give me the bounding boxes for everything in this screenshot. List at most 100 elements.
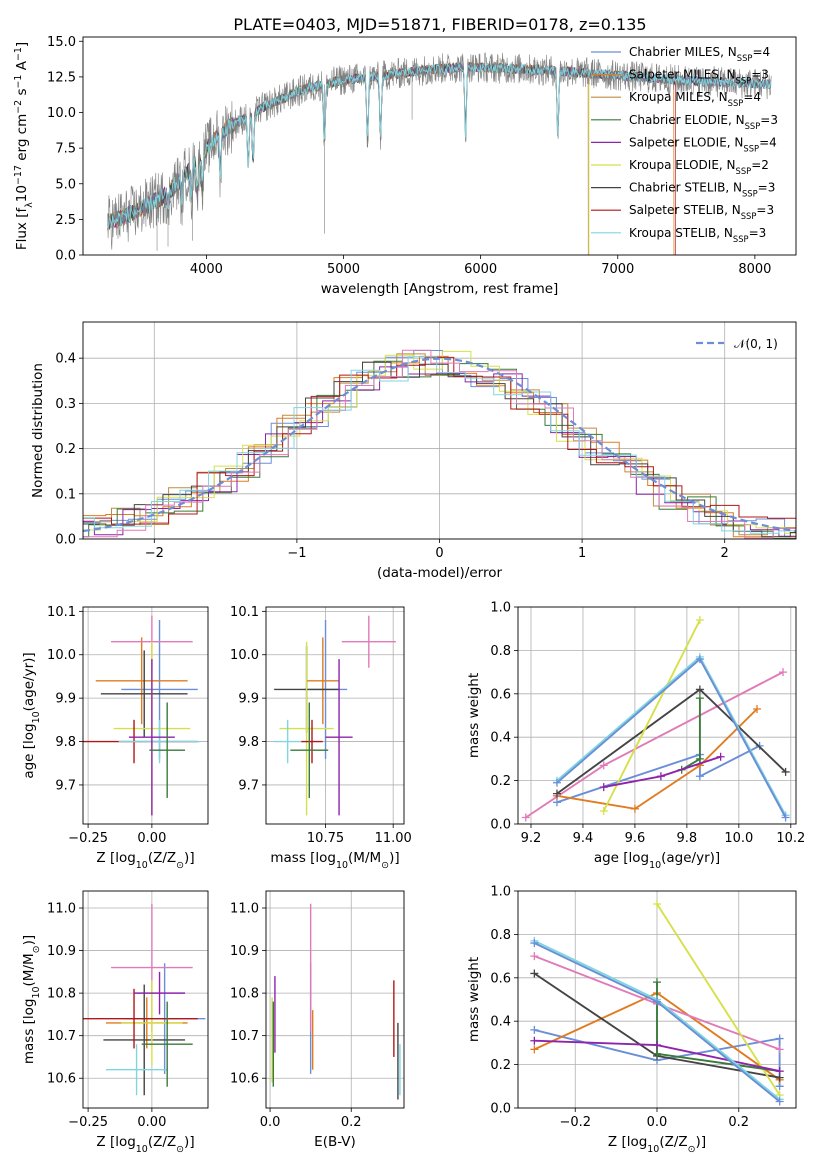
y-tick-label: 10.0 xyxy=(47,648,76,663)
x-tick-label: 10.75 xyxy=(307,831,344,846)
data-point xyxy=(121,980,183,1066)
y-tick-label: 0.4 xyxy=(490,731,511,746)
y-tick-label: 1.0 xyxy=(490,601,511,616)
residual-histogram xyxy=(83,356,796,534)
y-tick-label: 0.0 xyxy=(55,533,76,548)
x-tick-label: −0.25 xyxy=(68,831,108,846)
weight-marker xyxy=(530,939,539,948)
weight-marker xyxy=(775,1034,784,1043)
y-tick-label: 0.8 xyxy=(490,928,511,943)
y-tick-label: 9.7 xyxy=(238,778,259,793)
mass_vs_ebv-frame xyxy=(265,890,405,1109)
weight-series xyxy=(552,655,790,822)
weight-line xyxy=(556,708,758,810)
x-tick-label: 0.00 xyxy=(137,1115,166,1130)
data-point xyxy=(95,637,188,725)
residuals-frame xyxy=(82,321,797,540)
y-tick-label: 0.4 xyxy=(490,1015,511,1030)
weight-marker xyxy=(656,772,665,781)
x-tick-label: 9.6 xyxy=(625,831,646,846)
legend-entry: Kroupa MILES, NSSP=4 xyxy=(629,90,761,108)
weight-marker xyxy=(653,900,661,909)
data-point xyxy=(118,719,201,764)
y-tick-label: 10.9 xyxy=(230,944,259,959)
y-tick-label: 0.0 xyxy=(490,818,511,833)
weight-line xyxy=(602,619,701,812)
age_vs_Z-plot-area xyxy=(83,607,208,824)
data-point xyxy=(103,984,186,1096)
y-tick-label: 0.1 xyxy=(55,487,76,502)
x-axis-label: Z [log10(Z/Z⊙)] xyxy=(96,850,194,871)
weight-series xyxy=(530,1036,784,1076)
weights_vs_Z-panel: −0.2 0.0 0.2 0.0 0.2 0.4 0.6 0.8 1.0 Z [log10(Z/Z… xyxy=(466,885,797,1155)
y-tick-label: 0.6 xyxy=(490,971,511,986)
x-tick-label: 0.0 xyxy=(260,1115,281,1130)
weight-marker xyxy=(530,1025,539,1034)
y-tick-label: 1.0 xyxy=(490,885,511,900)
model-spectrum-line xyxy=(107,61,772,228)
weight-marker xyxy=(695,772,704,781)
y-tick-label: 10.9 xyxy=(47,944,76,959)
normal-curve xyxy=(83,357,796,533)
y-tick-label: 10.0 xyxy=(47,106,76,121)
weights_vs_Z-frame xyxy=(517,890,797,1109)
data-point xyxy=(83,988,198,1049)
x-tick-label: 8000 xyxy=(738,262,771,277)
y-tick-label: 0.8 xyxy=(490,644,511,659)
y-tick-label: 0.2 xyxy=(490,774,511,789)
weight-marker xyxy=(695,754,704,763)
x-tick-label: 11.00 xyxy=(375,831,412,846)
y-tick-label: 9.8 xyxy=(55,735,76,750)
mass_vs_Z-panel: −0.25 0.00 10.6 10.7 10.8 10.9 11.0 Z [log10(Z/… xyxy=(21,890,209,1155)
weight-marker xyxy=(775,1045,784,1054)
y-tick-label: 10.7 xyxy=(230,1029,259,1044)
x-tick-label: 5000 xyxy=(327,262,360,277)
weight-marker xyxy=(716,752,725,761)
figure-title: PLATE=0403, MJD=51871, FIBERID=0178, z=0… xyxy=(233,15,646,34)
y-axis-label: mass weight xyxy=(466,957,482,1042)
data-point xyxy=(100,650,188,738)
residual-histogram xyxy=(83,356,796,539)
weight-series xyxy=(552,685,790,798)
y-tick-label: 10.6 xyxy=(47,1072,76,1087)
legend-entry: Salpeter MILES, NSSP=3 xyxy=(629,68,769,86)
mass_vs_Z-plot-area xyxy=(83,891,208,1108)
x-tick-label: 0.00 xyxy=(137,831,166,846)
age_vs_Z-panel: −0.25 0.00 9.7 9.8 9.9 10.0 10.1 Z [log10(Z/Z⊙)… xyxy=(21,605,209,871)
legend-entry: Chabrier STELIB, NSSP=3 xyxy=(629,181,775,199)
x-tick-label: 9.8 xyxy=(677,831,698,846)
spectrum-legend: Chabrier MILES, NSSP=4 Salpeter MILES, NS… xyxy=(591,45,778,244)
weight-marker xyxy=(781,767,790,776)
y-axis-label: mass weight xyxy=(466,673,482,758)
mass_vs_ebv-panel: 0.0 0.2 10.6 10.7 10.8 10.9 11.0 E(B-V) xyxy=(230,890,405,1150)
weight-marker xyxy=(530,952,539,961)
x-tick-label: −2 xyxy=(145,546,164,561)
y-tick-label: 9.9 xyxy=(55,692,76,707)
residual-histogram xyxy=(83,353,796,538)
x-tick-label: 4000 xyxy=(190,262,223,277)
legend-entry: Salpeter STELIB, NSSP=3 xyxy=(629,203,774,221)
y-tick-label: 12.5 xyxy=(47,70,76,85)
weight-marker xyxy=(653,1049,661,1058)
y-tick-label: 9.7 xyxy=(55,778,76,793)
y-axis-label: Normed distribution xyxy=(30,363,46,498)
weight-series xyxy=(599,616,704,815)
age_vs_mass-plot-area xyxy=(266,607,404,824)
data-point xyxy=(134,971,186,1015)
weight-series xyxy=(653,900,784,1099)
weight-marker xyxy=(781,813,790,822)
residual-histogram xyxy=(83,349,796,539)
weight-marker xyxy=(530,1036,539,1045)
y-axis-label: Flux [fλ10−17 erg cm−2 s−1 A−1] xyxy=(13,42,35,250)
weight-marker xyxy=(653,1041,661,1050)
legend-entry: Chabrier MILES, NSSP=4 xyxy=(629,45,770,63)
weight-marker xyxy=(630,804,639,813)
data-point xyxy=(341,615,396,668)
x-tick-label: 6000 xyxy=(464,262,497,277)
weight-series xyxy=(530,939,784,1106)
legend-entry: Kroupa STELIB, NSSP=3 xyxy=(629,226,766,244)
data-point xyxy=(325,659,353,816)
y-tick-label: 15.0 xyxy=(47,35,76,50)
weight-marker xyxy=(695,694,704,703)
x-axis-label: Z [log10(Z/Z⊙)] xyxy=(608,1134,706,1155)
